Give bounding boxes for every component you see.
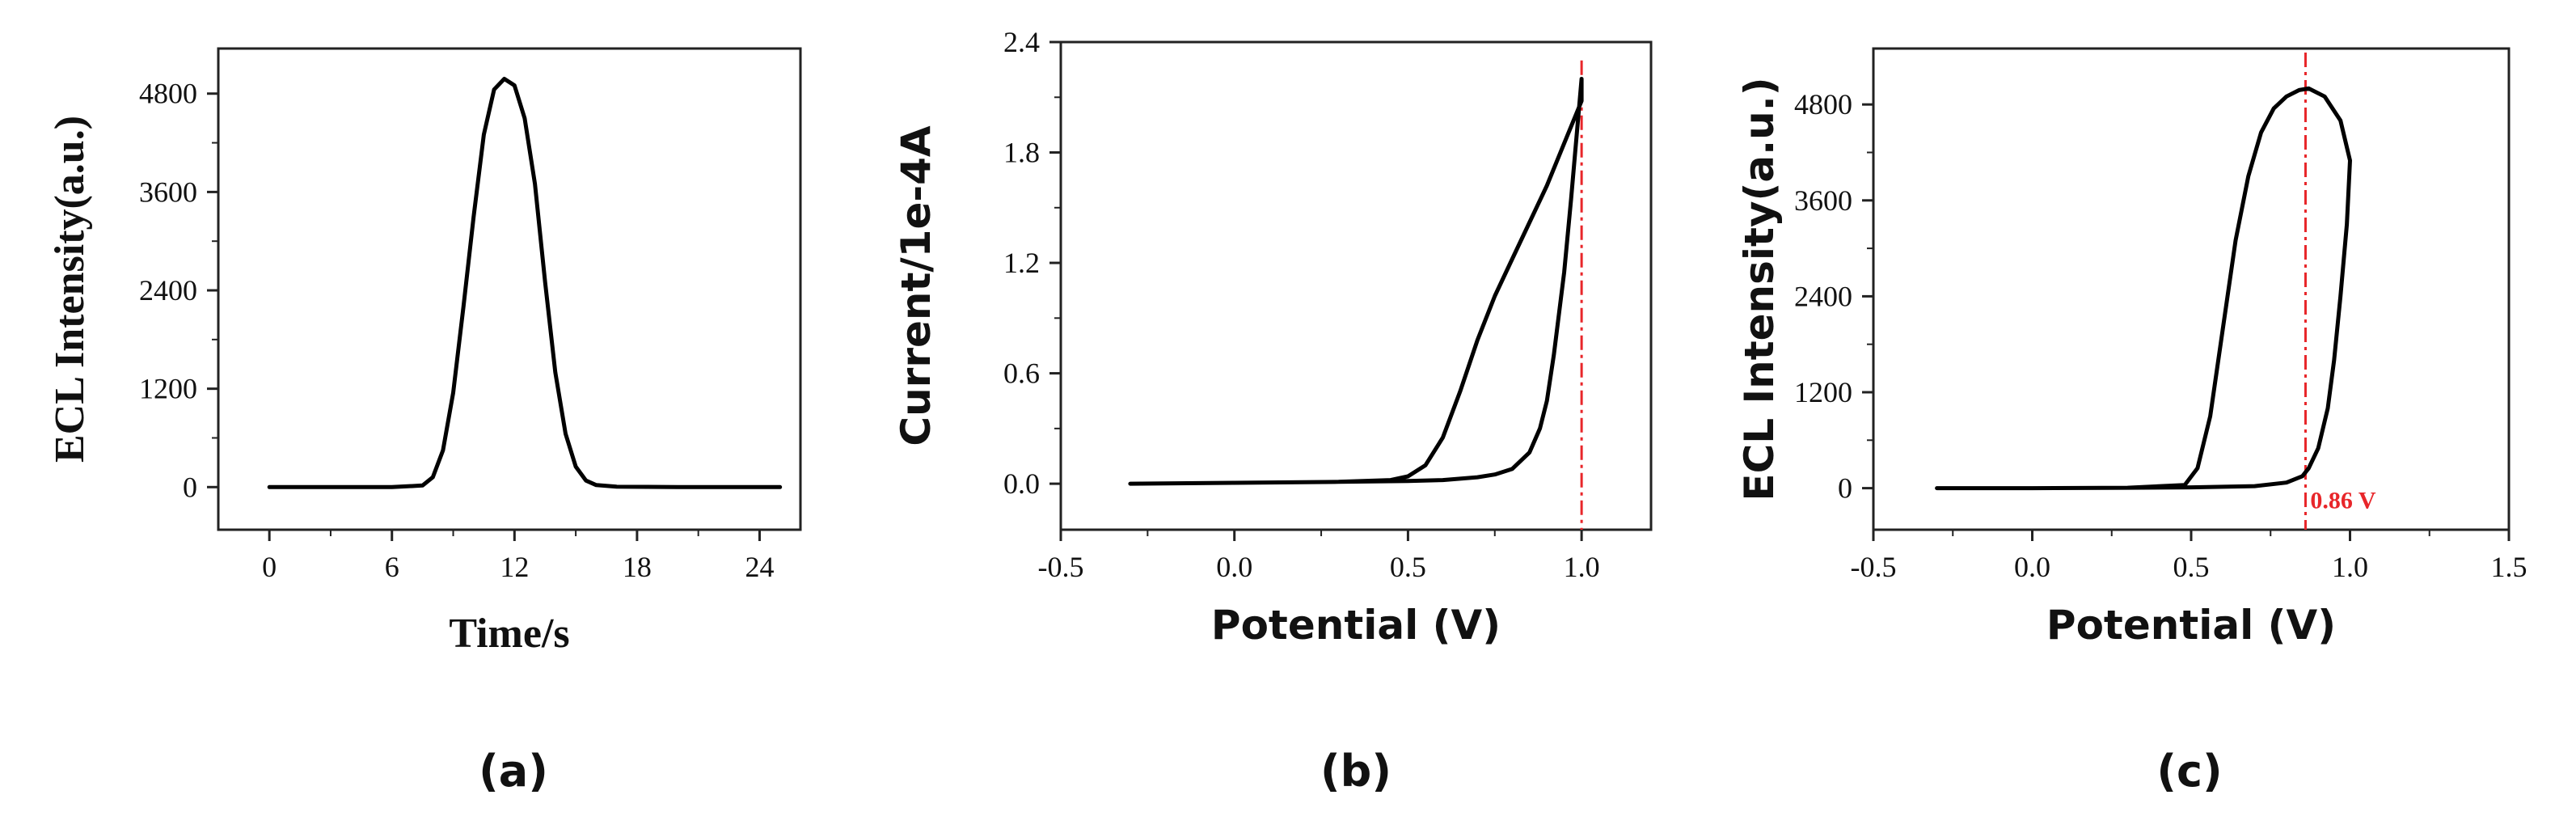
x-tick-label: 0.0	[2014, 551, 2050, 583]
series-line	[267, 77, 783, 489]
y-tick-label: 1.2	[1003, 247, 1040, 279]
x-tick-label: 0	[262, 551, 277, 583]
y-axis-title: ECL Intensity(a.u.)	[47, 116, 93, 463]
y-tick-label: 0.0	[1003, 467, 1040, 500]
y-tick-label: 4800	[1794, 88, 1852, 121]
plot-frame	[217, 47, 802, 531]
y-axis-title: Current/1e-4A	[893, 125, 940, 446]
x-tick-label: 12	[500, 551, 529, 583]
x-tick-label: 0.5	[1390, 551, 1426, 583]
y-tick-label: 4800	[139, 78, 197, 110]
y-axis-title: ECL Intensity(a.u.)	[1736, 77, 1783, 501]
plot-frame	[1872, 47, 2511, 531]
x-tick-label: -0.5	[1851, 551, 1897, 583]
x-axis-title: Time/s	[449, 611, 569, 657]
x-tick-label: 24	[745, 551, 774, 583]
y-tick-label: 1200	[1794, 376, 1852, 408]
y-tick-label: 3600	[1794, 184, 1852, 217]
x-tick-label: 0.0	[1216, 551, 1252, 583]
x-tick-label: 18	[623, 551, 652, 583]
x-axis-title: Potential (V)	[1211, 602, 1501, 649]
panel-label: (c)	[2156, 746, 2222, 797]
annotation-label: 0.86 V	[2310, 487, 2375, 514]
y-tick-label: 3600	[139, 175, 197, 208]
y-tick-label: 1200	[139, 373, 197, 405]
x-tick-label: 1.5	[2491, 551, 2527, 583]
y-tick-label: 0	[183, 471, 197, 503]
panel-label: (a)	[479, 746, 548, 797]
chart-panel-a: 0 6 12 18 24 0 1200 2400 3600 4800 Time/s ECL Inten…	[47, 47, 802, 797]
x-tick-label: 0.5	[2173, 551, 2210, 583]
x-tick-label: 6	[385, 551, 399, 583]
y-tick-label: 0.6	[1003, 357, 1040, 390]
panel-label: (b)	[1320, 746, 1391, 797]
chart-panel-b: -0.5 0.0 0.5 1.0 0.0 0.6 1.2 1.8 2.4 Potential (V…	[893, 26, 1653, 797]
y-tick-label: 0	[1838, 472, 1852, 505]
y-tick-label: 2400	[139, 274, 197, 307]
series-line	[1128, 77, 1584, 486]
x-tick-label: -0.5	[1038, 551, 1084, 583]
y-tick-label: 1.8	[1003, 137, 1040, 169]
x-axis-title: Potential (V)	[2046, 602, 2336, 649]
y-tick-label: 2.4	[1003, 26, 1040, 58]
series-line	[1935, 86, 2352, 491]
plot-frame	[1059, 40, 1653, 531]
x-tick-label: 1.0	[1564, 551, 1600, 583]
x-tick-label: 1.0	[2332, 551, 2368, 583]
y-tick-label: 2400	[1794, 280, 1852, 312]
chart-panel-c: -0.5 0.0 0.5 1.0 1.5 0 1200 2400 3600 4800 Potenti…	[1736, 47, 2527, 797]
